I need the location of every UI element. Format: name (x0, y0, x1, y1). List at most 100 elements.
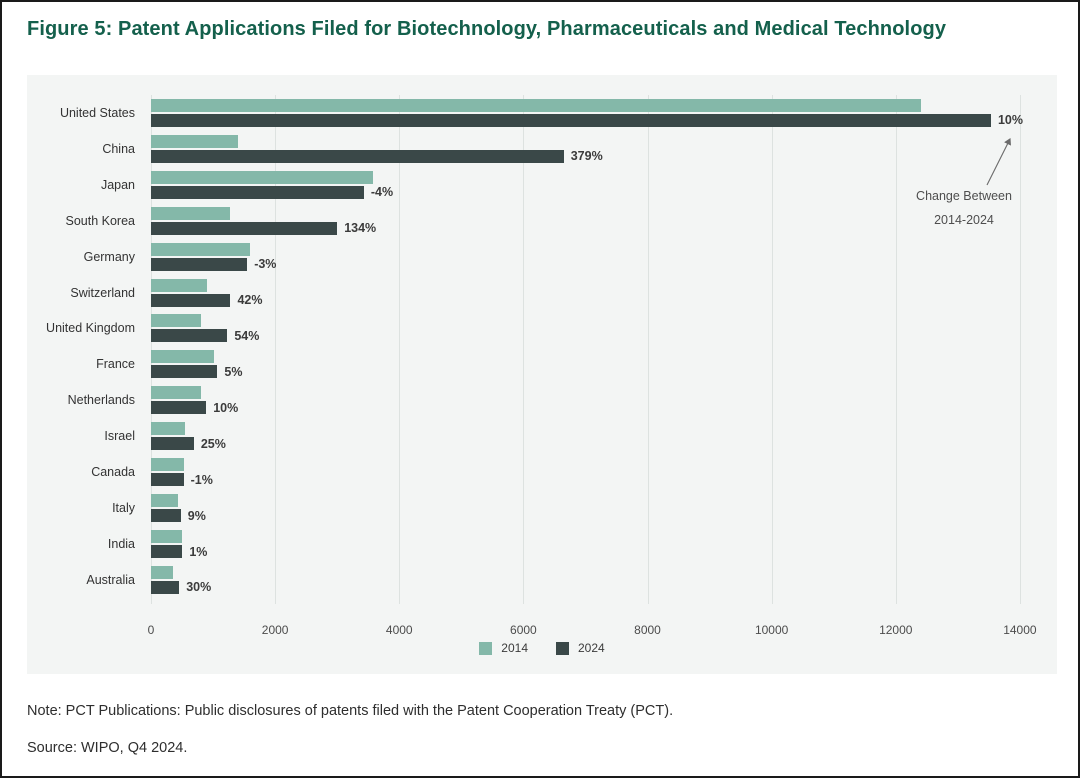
bar-2024 (151, 401, 207, 415)
legend-item-2024: 2024 (556, 641, 605, 655)
bar-2024 (151, 580, 180, 594)
change-label: 30% (186, 580, 212, 595)
bar-row: -3% (151, 239, 1023, 275)
bar-2024 (151, 257, 248, 271)
bar-2024 (151, 329, 228, 343)
bar-line (151, 242, 1023, 256)
bar-line: 5% (151, 364, 1023, 379)
change-annotation-line1: Change Between (916, 189, 1012, 203)
change-label: -4% (370, 185, 394, 200)
bar-line: 10% (151, 113, 1023, 127)
bar-row: 10% (151, 382, 1023, 418)
bar-line (151, 350, 1023, 364)
bar-line (151, 170, 1023, 184)
bar-line: 1% (151, 544, 1023, 559)
bar-2014 (151, 530, 183, 544)
gridline (1019, 95, 1021, 604)
gridline (399, 95, 401, 604)
x-tick-label: 10000 (754, 623, 789, 637)
plot-area: 10% 379% -4% 134% -3% 42% 54% 5% 10% 25% -1% 9% 1% 30… (151, 95, 1023, 604)
bar-line (151, 386, 1023, 400)
bar-line (151, 494, 1023, 508)
bar-2024 (151, 437, 194, 451)
bar-2014 (151, 278, 207, 292)
y-axis-labels: United States China Japan South Korea German… (27, 95, 143, 598)
x-tick-label: 6000 (510, 623, 537, 637)
bar-2014 (151, 98, 921, 112)
bar-line (151, 422, 1023, 436)
country-label: United Kingdom (46, 321, 135, 336)
bar-row: 10% (151, 95, 1023, 131)
bar-line (151, 98, 1023, 112)
bar-2014 (151, 350, 215, 364)
country-label: China (102, 141, 135, 156)
bar-line: 134% (151, 221, 1023, 236)
bar-2014 (151, 565, 173, 579)
bar-2014 (151, 494, 179, 508)
bar-line: -3% (151, 257, 1023, 272)
change-label: -3% (254, 257, 277, 272)
change-label: 5% (224, 364, 243, 379)
bar-row: 134% (151, 203, 1023, 239)
change-label: 134% (344, 221, 377, 236)
change-label: -1% (190, 472, 213, 487)
change-label: 379% (570, 149, 603, 164)
bar-2024 (151, 365, 218, 379)
bar-row: 30% (151, 562, 1023, 598)
bar-line (151, 458, 1023, 472)
bar-line (151, 530, 1023, 544)
bar-line: 9% (151, 508, 1023, 523)
bar-line: 379% (151, 149, 1023, 164)
bar-2014 (151, 206, 231, 220)
change-label: 10% (213, 400, 239, 415)
bar-2024 (151, 545, 183, 559)
bar-line (151, 565, 1023, 579)
bar-2024 (151, 221, 338, 235)
bar-2024 (151, 149, 564, 163)
country-label: South Korea (65, 213, 136, 228)
x-tick-label: 14000 (1003, 623, 1037, 637)
country-label: India (107, 537, 135, 552)
x-tick-label: 8000 (634, 623, 661, 637)
gridline (151, 95, 152, 604)
chart-panel: United States China Japan South Korea German… (27, 75, 1057, 674)
change-label: 42% (237, 293, 263, 308)
bar-row: -4% (151, 167, 1023, 203)
change-label: 9% (187, 508, 206, 523)
bar-2014 (151, 134, 238, 148)
bar-row: 1% (151, 526, 1023, 562)
legend: 2014 2024 (27, 641, 1057, 655)
gridline (523, 95, 525, 604)
note-text: Note: PCT Publications: Public disclosur… (27, 703, 674, 719)
bar-2024 (151, 185, 364, 199)
country-label: Japan (100, 177, 135, 192)
bar-2024 (151, 473, 184, 487)
bar-line: 10% (151, 400, 1023, 415)
bar-line: 54% (151, 329, 1023, 343)
bar-row: 379% (151, 131, 1023, 167)
bar-2014 (151, 422, 186, 436)
x-tick-label: 12000 (879, 623, 913, 637)
bar-2014 (151, 386, 202, 400)
country-label: Switzerland (70, 285, 135, 300)
bar-2014 (151, 242, 251, 256)
legend-swatch (479, 641, 493, 655)
bar-rows: 10% 379% -4% 134% -3% 42% 54% 5% 10% 25% -1% 9% 1% 30… (151, 95, 1023, 598)
bar-line: 30% (151, 580, 1023, 595)
bar-2024 (151, 509, 181, 523)
change-label: 1% (189, 544, 208, 559)
bar-row: 5% (151, 346, 1023, 382)
change-annotation-line2: 2014-2024 (934, 212, 994, 227)
country-label: Israel (104, 429, 135, 444)
change-annotation: Change Between 2014-2024 (873, 185, 1055, 233)
gridline (647, 95, 649, 604)
x-axis: 0 2000 4000 6000 8000 10000 12000 14000 (148, 623, 1037, 639)
country-label: France (96, 357, 135, 372)
bar-row: 25% (151, 418, 1023, 454)
country-label: Germany (83, 249, 135, 264)
x-tick-label: 2000 (261, 623, 289, 637)
gridline (275, 95, 277, 604)
bar-line (151, 278, 1023, 292)
country-label: Italy (112, 501, 135, 516)
x-tick-label: 4000 (385, 623, 413, 637)
